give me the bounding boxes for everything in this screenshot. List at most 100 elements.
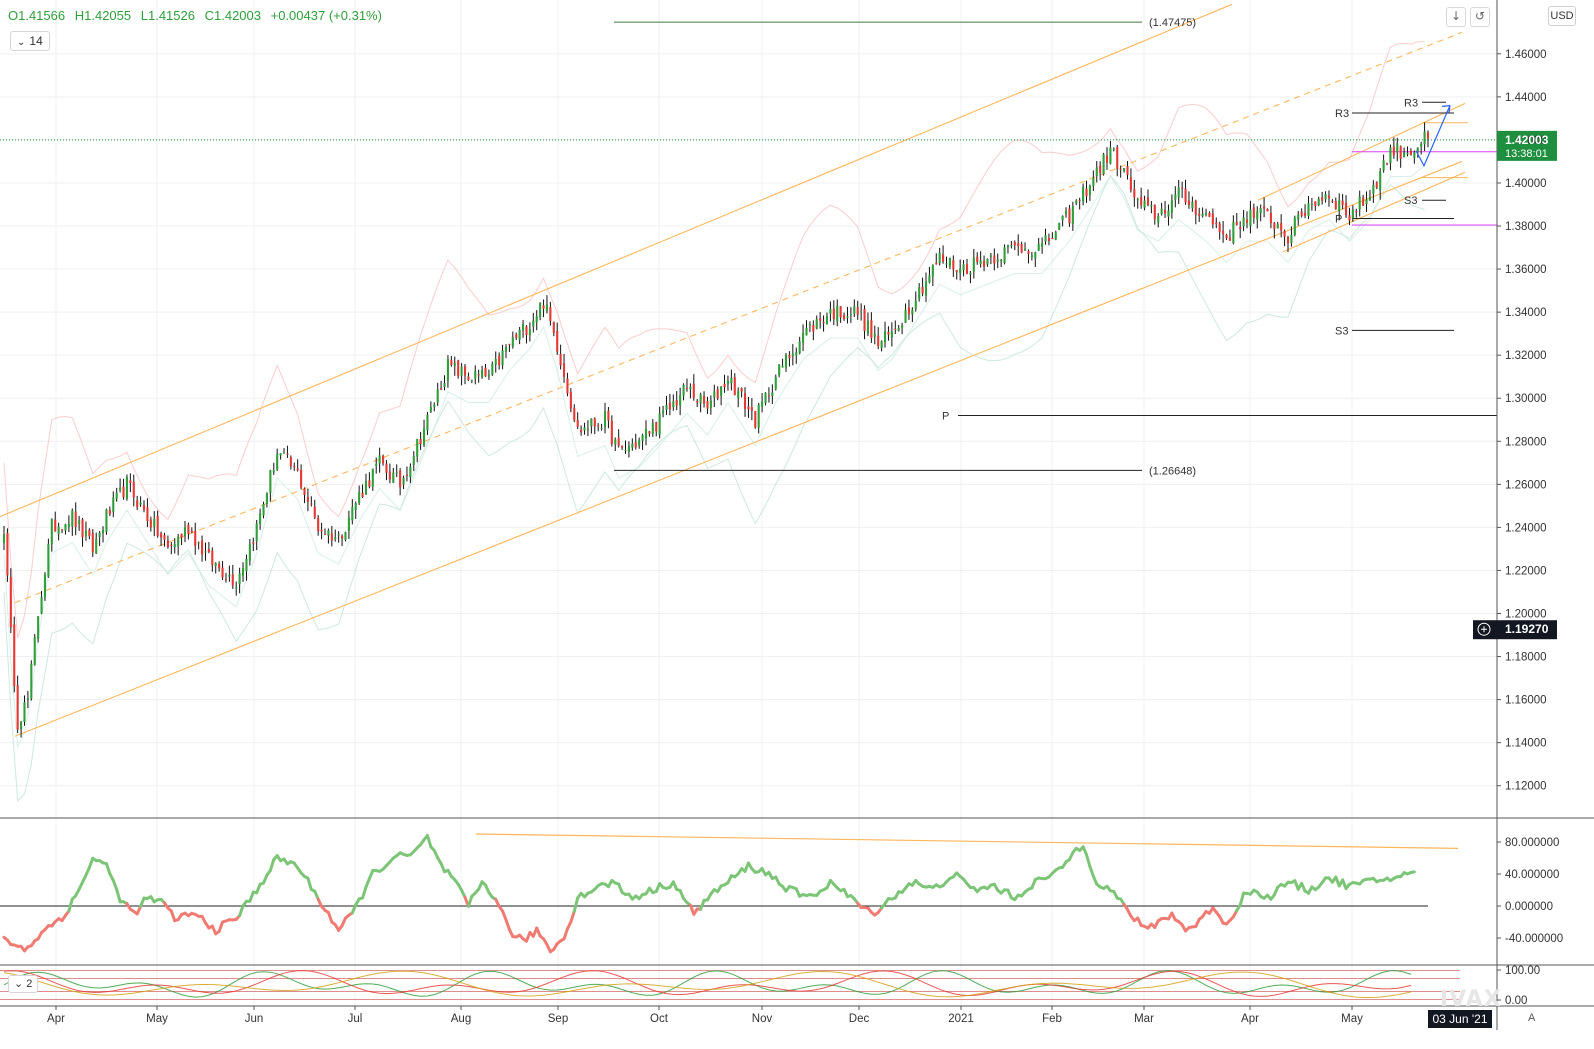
candle-body: [1037, 244, 1040, 251]
candle-body: [607, 410, 610, 421]
oscillator-segment: [466, 894, 474, 908]
oscillator-2: [0, 969, 1501, 1001]
candle-body: [737, 391, 740, 399]
candle-body: [621, 445, 624, 448]
last-price-box: [1497, 130, 1557, 161]
candle-body: [1153, 204, 1156, 220]
candle-body: [600, 427, 603, 429]
mid-band: [3, 165, 1425, 749]
candle-body: [532, 320, 535, 327]
oscillator-segment: [326, 910, 334, 924]
download-icon[interactable]: ↓: [1446, 7, 1466, 27]
candle-body: [457, 360, 460, 377]
oscillator-segment: [268, 858, 276, 873]
candle-body: [747, 406, 750, 410]
candle-body: [590, 418, 593, 427]
oscillator-segment: [104, 862, 112, 876]
candle-body: [911, 309, 914, 315]
candle-body: [658, 413, 661, 435]
candle-body: [798, 341, 801, 354]
fullscreen-icon[interactable]: ↺: [1470, 7, 1490, 27]
projection-arrow: [1415, 105, 1451, 168]
candle-body: [849, 314, 852, 316]
oscillator-segment: [361, 885, 368, 900]
candle-body: [1355, 211, 1358, 213]
candle-body: [252, 542, 255, 544]
candle-body: [877, 335, 880, 347]
crosshair-plus-icon: [1477, 622, 1491, 636]
candle-body: [375, 464, 378, 467]
candle-body: [1000, 260, 1003, 262]
candle-body: [481, 369, 484, 378]
candle-body: [409, 466, 412, 478]
candle-body: [655, 422, 658, 432]
candle-body: [757, 404, 760, 428]
candle-body: [586, 429, 590, 431]
candle-body: [696, 400, 699, 403]
candle-body: [795, 352, 798, 356]
candle-body: [692, 383, 695, 398]
candle-body: [897, 327, 900, 332]
oscillator2-toggle[interactable]: ⌄ 2: [8, 975, 39, 993]
candle-body: [388, 471, 391, 480]
candle-body: [163, 535, 166, 540]
candle-body: [955, 270, 958, 273]
oscillator-segment: [306, 876, 313, 892]
candle-body: [1348, 215, 1351, 221]
candle-body: [108, 509, 111, 515]
level-label-low: (1.26648): [1149, 465, 1196, 477]
candle-body: [730, 378, 733, 384]
candle-body: [399, 470, 402, 488]
candle-body: [368, 480, 371, 487]
candle-body: [593, 418, 596, 427]
candle-body: [918, 287, 921, 300]
candle-body: [641, 435, 644, 441]
candle-body: [709, 400, 712, 408]
candle-body: [310, 503, 313, 505]
indicator-period-toggle[interactable]: ⌄ 14: [10, 31, 50, 51]
candle-body: [1286, 236, 1290, 244]
osc2-tick-label: 100.00: [1505, 965, 1540, 977]
currency-button[interactable]: USD: [1548, 6, 1576, 26]
upper-band: [3, 41, 1425, 639]
oscillator-segment: [569, 909, 576, 924]
candle-body: [1426, 132, 1430, 139]
candle-body: [1375, 182, 1378, 188]
candle-body: [364, 480, 368, 495]
candle-body: [822, 321, 825, 324]
x-tick-label: 2021: [948, 1013, 974, 1025]
candle-body: [224, 579, 228, 581]
indicator-period-value: 14: [29, 34, 43, 48]
candle-body: [286, 453, 289, 455]
candle-body: [303, 488, 306, 495]
channel-lower: [14, 160, 1463, 737]
candle-body: [16, 685, 19, 730]
candle-body: [904, 309, 907, 323]
candle-body: [750, 407, 753, 412]
candle-body: [767, 395, 770, 397]
candle-body: [289, 457, 292, 467]
candle-body: [149, 519, 152, 528]
candle-body: [723, 383, 726, 388]
candle-body: [1051, 238, 1054, 240]
candle-body: [67, 524, 70, 527]
candle-body: [842, 315, 846, 320]
candle-body: [808, 324, 811, 326]
candle-body: [50, 519, 53, 545]
candle-body: [883, 331, 887, 343]
candle-body: [580, 429, 583, 433]
candle-body: [341, 535, 344, 539]
candle-body: [47, 543, 50, 577]
candle-body: [525, 326, 528, 336]
osc-tick-label: 80.000000: [1505, 837, 1559, 849]
candle-body: [644, 428, 648, 439]
candle-body: [1054, 232, 1057, 240]
candle-body: [1280, 223, 1283, 231]
candle-body: [1075, 200, 1078, 204]
candle-body: [1403, 152, 1406, 157]
candle-body: [98, 532, 101, 538]
candle-body: [996, 259, 999, 262]
auto-scale-button[interactable]: A: [1528, 1012, 1536, 1024]
candle-body: [320, 529, 323, 532]
